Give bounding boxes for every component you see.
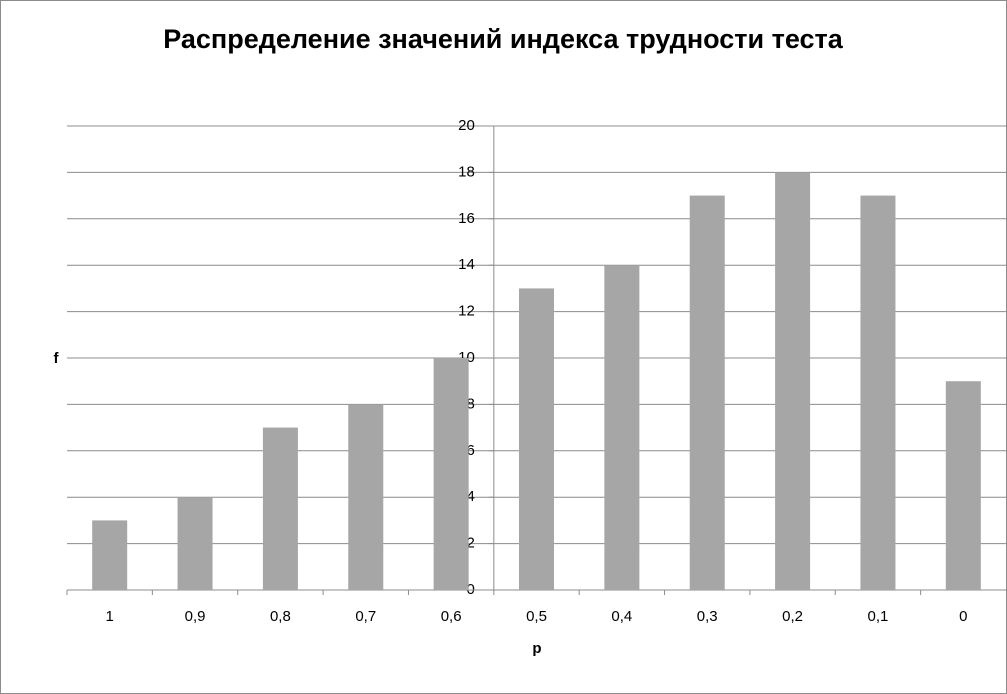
bar [689, 195, 725, 590]
y-tick-label: 8 [466, 395, 474, 412]
y-tick-label: 16 [458, 210, 475, 227]
x-tick-label: 0,1 [868, 608, 889, 625]
bar [348, 404, 384, 590]
y-tick-label: 2 [466, 535, 474, 552]
bar [177, 497, 213, 590]
x-tick-label: 0,8 [270, 608, 291, 625]
bar [860, 195, 896, 590]
bar [519, 288, 554, 590]
x-tick-label: 0,2 [782, 608, 803, 625]
bar [433, 358, 469, 590]
x-tick-label: 0 [959, 608, 967, 625]
y-tick-label: 14 [458, 256, 475, 273]
bar [262, 427, 298, 590]
x-tick-label: 0,4 [611, 608, 632, 625]
x-tick-label: 1 [106, 608, 114, 625]
y-tick-label: 18 [458, 163, 475, 180]
y-tick-label: 6 [466, 442, 474, 459]
bar [945, 381, 981, 590]
bar [775, 172, 811, 590]
y-tick-label: 20 [458, 117, 475, 134]
x-tick-label: 0,9 [185, 608, 206, 625]
x-tick-label: 0,7 [355, 608, 376, 625]
x-tick-label: 0,6 [441, 608, 462, 625]
bar [604, 265, 640, 590]
y-tick-label: 0 [466, 581, 474, 598]
x-tick-label: 0,5 [526, 608, 547, 625]
x-axis-title: p [532, 640, 541, 657]
y-tick-label: 12 [458, 303, 475, 320]
x-tick-label: 0,3 [697, 608, 718, 625]
y-tick-label: 4 [466, 488, 474, 505]
bar [92, 520, 128, 590]
chart-title: Распределение значений индекса трудности… [163, 24, 843, 54]
y-axis-title: f [54, 350, 60, 367]
